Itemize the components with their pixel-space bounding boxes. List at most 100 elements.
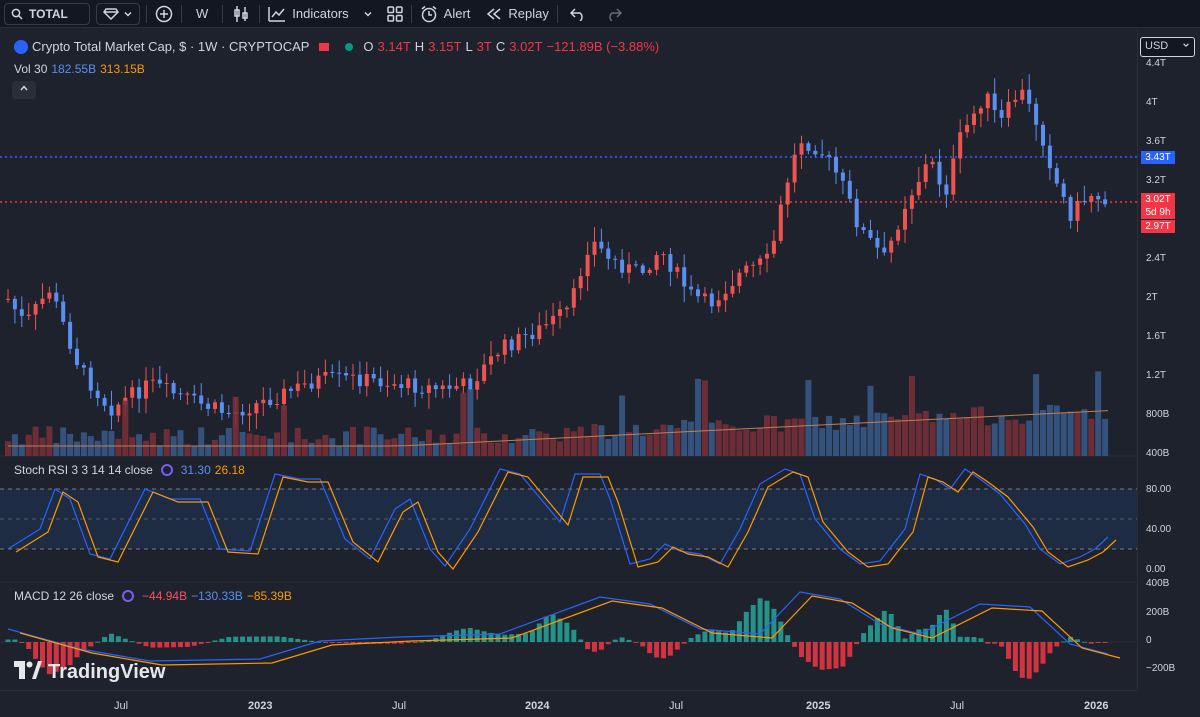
tradingview-logo[interactable]: TradingView	[14, 659, 165, 685]
indicators-button[interactable]: Indicators	[260, 0, 356, 28]
ohlc-close-value: 3.02T	[509, 39, 543, 54]
macd-histogram-bar	[695, 634, 701, 642]
macd-histogram-bar	[654, 642, 660, 658]
volume-bar	[1005, 420, 1012, 456]
macd-histogram-bar	[336, 642, 342, 643]
ohlc-open-label: O	[363, 39, 374, 54]
volume-bar	[722, 424, 729, 456]
macd-histogram-bar	[322, 642, 328, 643]
replay-label: Replay	[508, 6, 549, 21]
collapse-legend-button[interactable]	[12, 81, 36, 99]
candle-body	[523, 334, 528, 336]
macd-histogram-bar	[847, 642, 853, 657]
macd-histogram-bar	[985, 642, 991, 644]
volume-bar	[67, 433, 74, 456]
macd-histogram-bar	[792, 642, 798, 647]
volume-bar	[149, 432, 156, 456]
macd-histogram-bar	[826, 642, 832, 670]
interval-button[interactable]: W	[182, 0, 222, 28]
volume-bar	[432, 442, 439, 456]
candle-body	[192, 393, 197, 396]
macd-histogram-bar	[592, 642, 597, 652]
compare-button[interactable]	[96, 2, 140, 25]
candle-body	[613, 258, 618, 260]
symbol-search[interactable]: TOTAL	[4, 2, 90, 25]
macd-histogram-bar	[481, 631, 487, 642]
volume-value: 182.55B	[51, 62, 97, 76]
volume-bar	[18, 444, 25, 456]
divider	[222, 4, 224, 23]
macd-histogram-bar	[854, 642, 860, 645]
redo-button[interactable]	[598, 0, 630, 28]
indicators-dropdown[interactable]	[357, 0, 379, 28]
time-axis-label: 2024	[525, 700, 550, 712]
volume-bar	[639, 435, 646, 456]
macd-histogram-bar	[1081, 641, 1087, 643]
chart-area[interactable]: Crypto Total Market Cap, $ · 1W · CRYPTO…	[0, 29, 1200, 717]
volume-bar	[777, 431, 784, 456]
tradingview-logo-icon	[14, 659, 42, 685]
alert-button[interactable]: Alert	[412, 0, 479, 28]
candle-body	[627, 264, 631, 273]
volume-bar	[874, 412, 881, 456]
volume-bar	[681, 419, 688, 456]
candle-body	[54, 292, 59, 302]
candle-body	[1103, 199, 1108, 205]
candle-body	[606, 248, 611, 259]
price-chart-canvas[interactable]	[0, 29, 1137, 689]
volume-bar	[232, 396, 239, 456]
indicator-settings-icon[interactable]	[160, 464, 173, 476]
macd-histogram-bar	[757, 598, 763, 642]
macd-histogram-bar	[716, 631, 722, 642]
candle-body	[351, 374, 355, 376]
undo-button[interactable]	[558, 0, 598, 28]
volume-bar	[32, 426, 39, 456]
candle-body	[1096, 195, 1101, 200]
macd-histogram-bar	[957, 636, 963, 642]
price-axis-label: 3.2T	[1146, 175, 1167, 186]
candle-body	[930, 161, 935, 165]
volume-bar	[529, 429, 536, 456]
candle-body	[1041, 124, 1045, 146]
macd-histogram-bar	[778, 621, 784, 642]
candle-body	[81, 365, 86, 368]
replay-button[interactable]: Replay	[478, 0, 556, 28]
volume-bar	[94, 440, 101, 456]
volume-bar	[246, 433, 253, 456]
candle-body	[268, 399, 273, 406]
macd-histogram-bar	[295, 638, 301, 642]
macd-histogram-bar	[943, 609, 949, 642]
alert-label: Alert	[443, 6, 471, 21]
macd-histogram-bar	[302, 639, 308, 642]
candle-body	[509, 339, 514, 351]
macd-histogram-bar	[1040, 642, 1046, 664]
layouts-button[interactable]	[379, 0, 411, 28]
macd-histogram-bar	[1068, 636, 1074, 642]
candle-body	[282, 388, 286, 405]
macd-histogram-bar	[109, 633, 114, 642]
currency-select[interactable]: USD	[1140, 37, 1195, 57]
macd-histogram-bar	[412, 642, 418, 643]
macd-histogram-bar	[212, 640, 218, 642]
candle-body	[847, 180, 852, 199]
add-symbol-button[interactable]	[147, 0, 181, 28]
macd-histogram-bar	[164, 642, 170, 648]
candle-body	[599, 241, 604, 249]
search-icon	[11, 8, 23, 20]
macd-histogram-bar	[440, 635, 446, 642]
macd-histogram-bar	[902, 638, 908, 642]
volume-bar	[908, 375, 915, 456]
macd-histogram-bar	[88, 642, 94, 647]
macd-histogram-bar	[916, 629, 922, 642]
candle-body	[12, 298, 17, 310]
indicator-settings-icon[interactable]	[122, 590, 135, 602]
volume-bar	[577, 426, 584, 456]
chart-type-button[interactable]	[223, 0, 259, 28]
macd-histogram-bar	[329, 642, 335, 643]
candle-body	[1068, 196, 1073, 221]
price-scale[interactable]	[1137, 29, 1200, 689]
volume-bar	[715, 420, 722, 456]
macd-histogram-bar	[516, 633, 522, 642]
time-axis[interactable]: Jul 2023 Jul 2024 Jul 2025 Jul 2026	[0, 690, 1137, 717]
macd-histogram-bar	[736, 621, 742, 642]
